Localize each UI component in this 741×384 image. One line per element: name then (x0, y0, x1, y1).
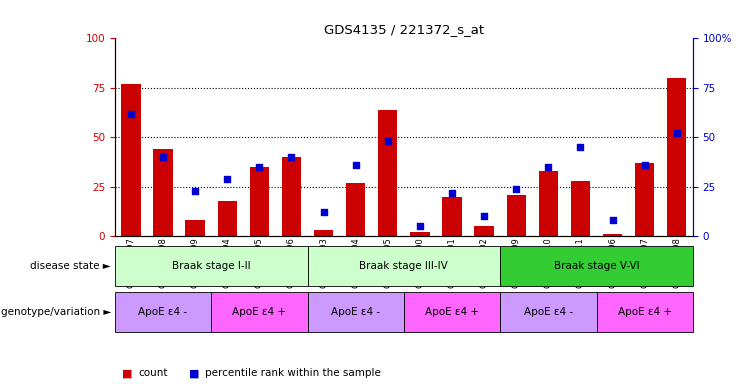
Bar (185, 220, 205, 236)
Bar (411, 232, 430, 236)
Bar (571, 181, 590, 236)
Point (350, 162, 362, 168)
Text: ApoE ε4 -: ApoE ε4 - (139, 307, 187, 317)
Bar (314, 230, 333, 236)
Point (639, 162, 651, 168)
Text: ApoE ε4 +: ApoE ε4 + (233, 307, 286, 317)
Text: ApoE ε4 -: ApoE ε4 - (524, 307, 573, 317)
Bar (635, 163, 654, 236)
Point (318, 209, 330, 215)
Bar (308, 292, 404, 332)
Bar (308, 246, 500, 286)
Point (285, 154, 297, 160)
Point (125, 111, 137, 117)
Text: ■: ■ (122, 368, 133, 378)
Bar (539, 171, 558, 236)
Bar (474, 226, 494, 236)
Bar (507, 195, 526, 236)
Text: percentile rank within the sample: percentile rank within the sample (205, 368, 381, 378)
Bar (442, 197, 462, 236)
Bar (500, 246, 693, 286)
Bar (603, 234, 622, 236)
Bar (115, 292, 211, 332)
Bar (346, 183, 365, 236)
Point (478, 214, 490, 220)
Point (382, 138, 393, 144)
Bar (500, 292, 597, 332)
Bar (250, 167, 269, 236)
Text: Braak stage I-II: Braak stage I-II (172, 261, 250, 271)
Point (511, 185, 522, 192)
Point (222, 176, 233, 182)
Text: disease state ►: disease state ► (30, 261, 111, 271)
Bar (122, 84, 141, 236)
Point (446, 190, 458, 196)
Text: count: count (139, 368, 168, 378)
Point (574, 144, 586, 150)
Point (253, 164, 265, 170)
Point (542, 164, 554, 170)
Bar (211, 292, 308, 332)
Text: ApoE ε4 -: ApoE ε4 - (331, 307, 380, 317)
Bar (597, 292, 693, 332)
Point (671, 130, 682, 136)
Bar (378, 109, 397, 236)
Bar (153, 149, 173, 236)
Bar (404, 292, 500, 332)
Point (414, 223, 426, 229)
Text: ApoE ε4 +: ApoE ε4 + (425, 307, 479, 317)
Bar (218, 200, 237, 236)
Point (157, 154, 169, 160)
Text: ApoE ε4 +: ApoE ε4 + (618, 307, 671, 317)
Text: Braak stage V-VI: Braak stage V-VI (554, 261, 639, 271)
Point (189, 188, 201, 194)
Text: genotype/variation ►: genotype/variation ► (1, 307, 111, 317)
Bar (115, 246, 308, 286)
Text: Braak stage III-IV: Braak stage III-IV (359, 261, 448, 271)
Title: GDS4135 / 221372_s_at: GDS4135 / 221372_s_at (324, 23, 484, 36)
Bar (667, 78, 686, 236)
Text: ■: ■ (189, 368, 199, 378)
Point (607, 217, 619, 223)
Bar (282, 157, 301, 236)
